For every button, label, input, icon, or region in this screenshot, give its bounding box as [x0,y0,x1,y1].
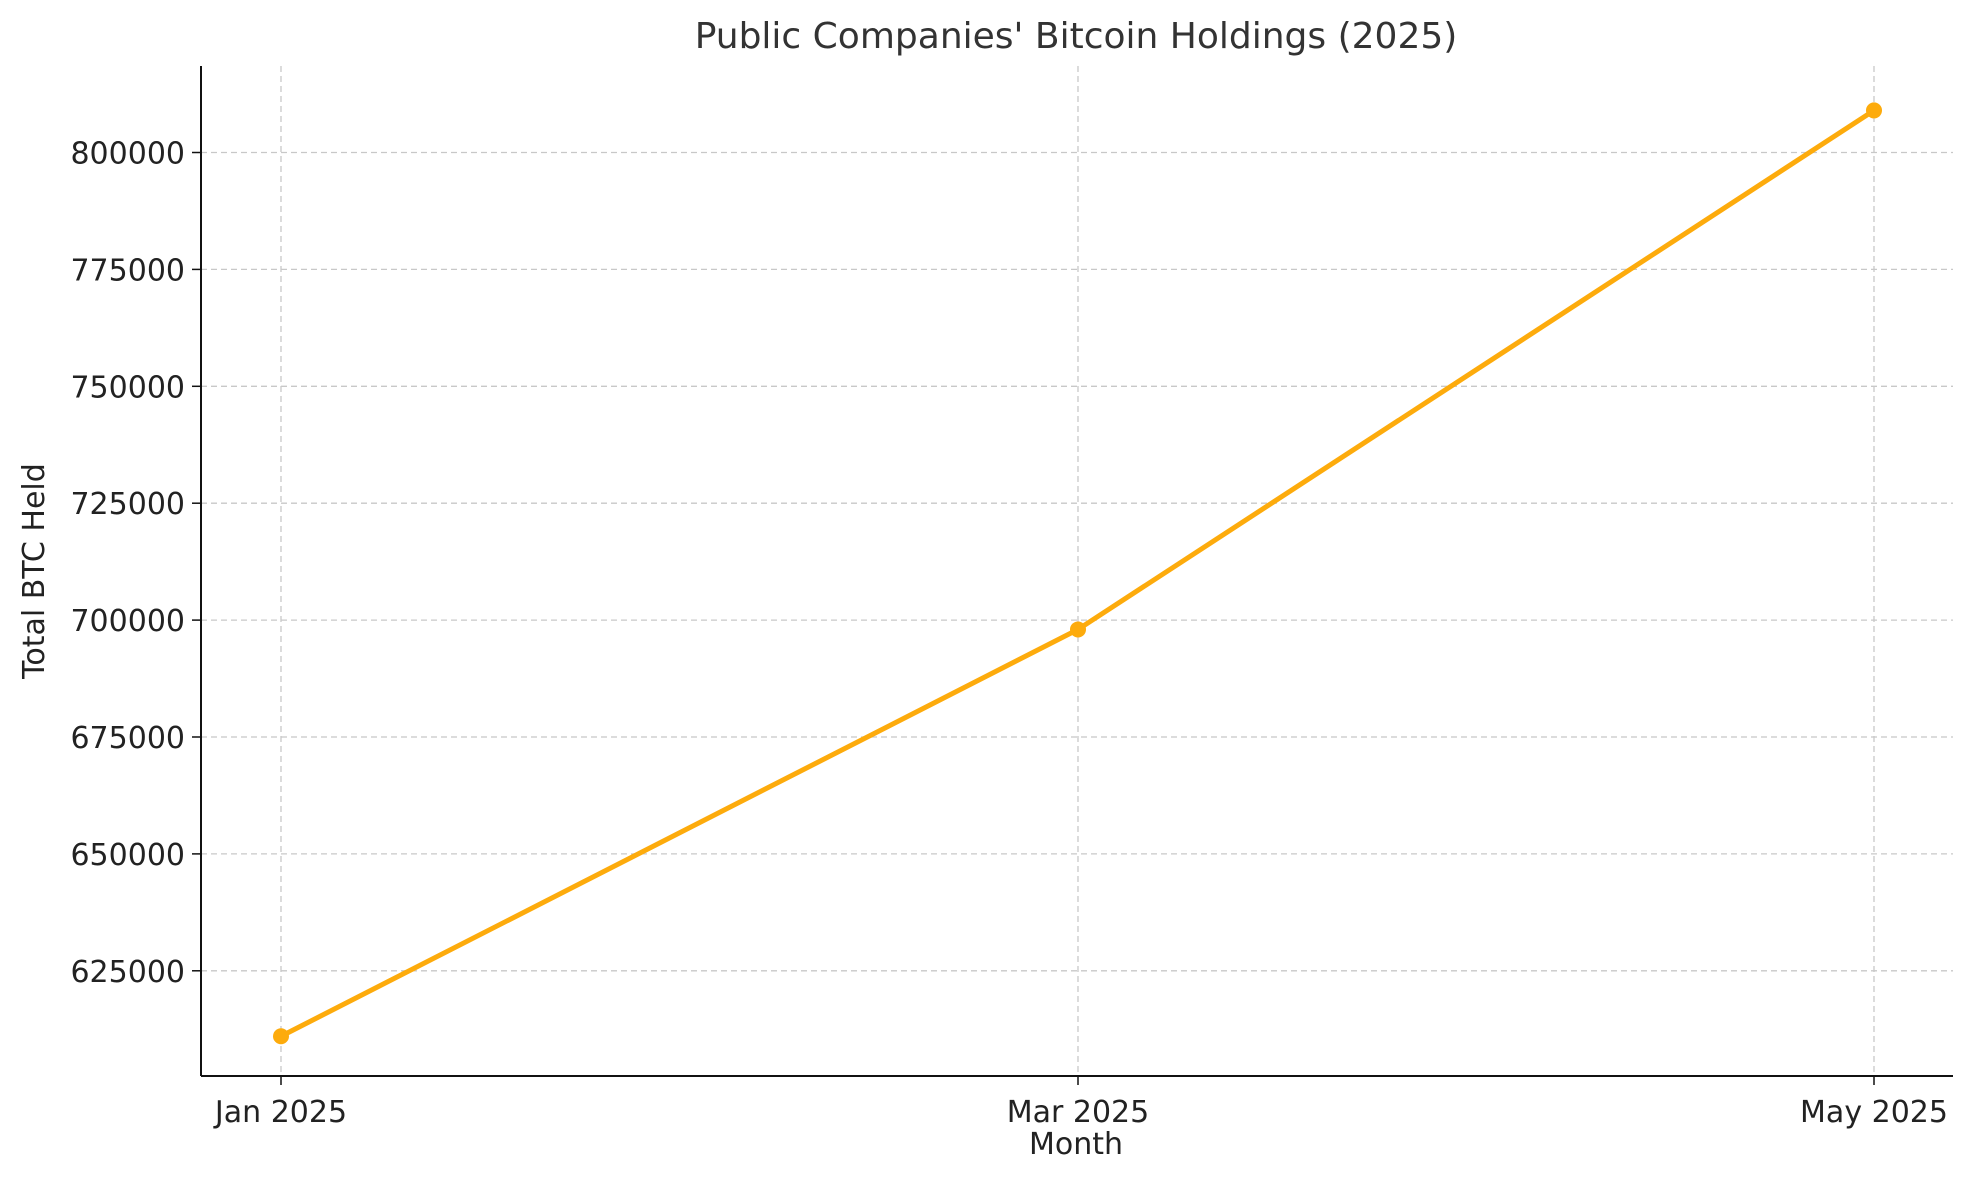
y-tick-label: 650000 [70,838,185,873]
data-point [1070,621,1086,638]
x-tick-label: May 2025 [1800,1095,1948,1130]
data-point [1866,102,1882,119]
y-tick-label: 625000 [70,955,185,990]
y-axis-label: Total BTC Held [17,463,52,680]
y-tick-label: 775000 [70,253,185,288]
chart-title: Public Companies' Bitcoin Holdings (2025… [695,16,1458,57]
y-tick-label: 675000 [70,721,185,756]
y-tick-label: 800000 [70,137,185,172]
x-tick-label: Mar 2025 [1007,1095,1150,1130]
data-point [273,1028,289,1045]
y-tick-label: 700000 [70,604,185,639]
series-layer [273,102,1882,1045]
y-tick-label: 725000 [70,487,185,522]
grid [201,66,1953,1076]
x-tick-label: Jan 2025 [213,1095,347,1130]
axis-ticks: 625000 650000 675000 700000 725000 750000 7750… [70,137,1947,1130]
x-axis-label: Month [1029,1127,1123,1162]
y-tick-label: 750000 [70,370,185,405]
